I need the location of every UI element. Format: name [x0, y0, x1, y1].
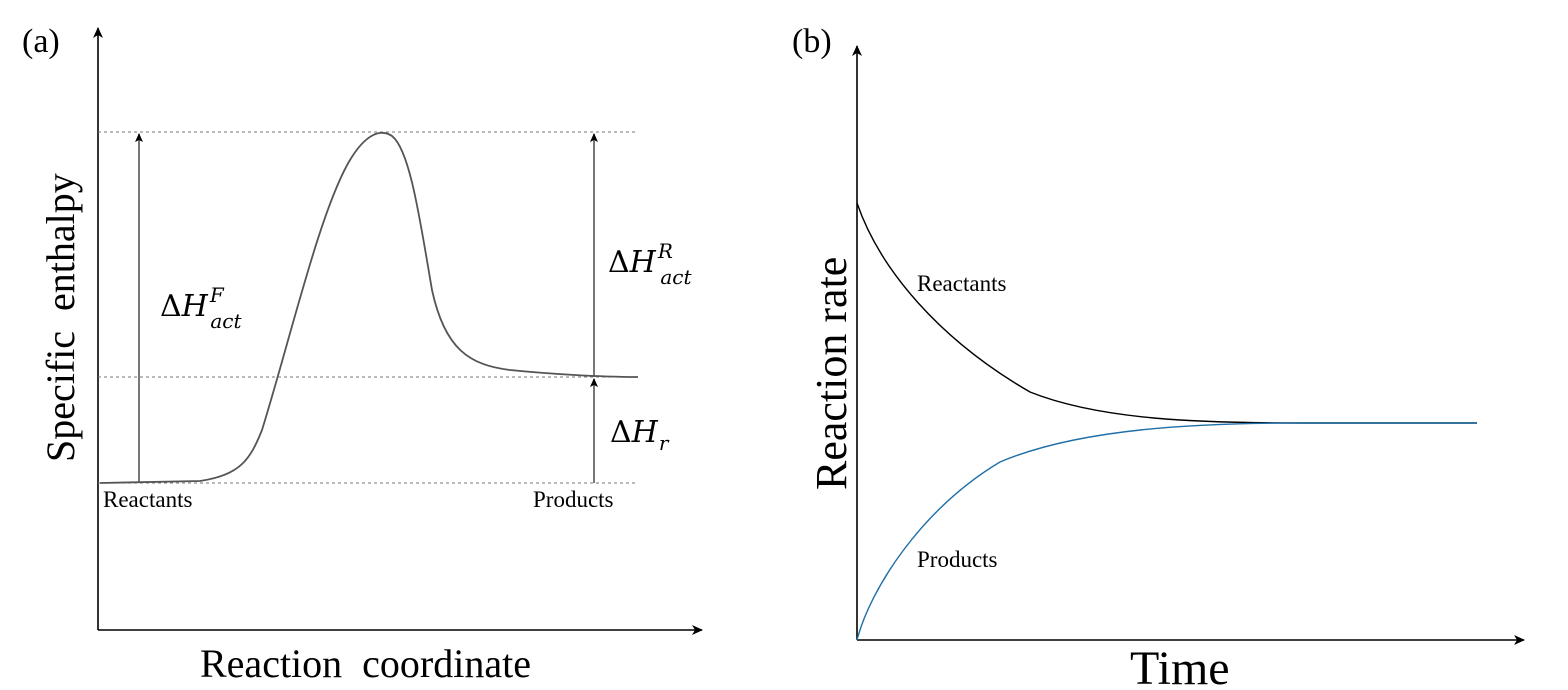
- panel-b-y-axis-title: Reaction rate: [807, 257, 856, 490]
- reactants-series-label: Reactants: [917, 271, 1006, 296]
- products-level-label: Products: [533, 487, 614, 512]
- panel-b-label: (b): [792, 23, 832, 60]
- products-series-label: Products: [917, 547, 998, 572]
- reactants-rate-curve: [856, 202, 1477, 424]
- reaction-enthalpy-label: ΔHr: [610, 415, 670, 455]
- panel-a-y-axis-title: Specific enthalpy: [38, 173, 83, 462]
- enthalpy-profile-curve: [99, 131, 639, 484]
- products-rate-curve: [856, 422, 1477, 641]
- reactants-level-label: Reactants: [103, 487, 192, 512]
- panel-a-x-axis-title: Reaction coordinate: [200, 641, 531, 686]
- panel-b-x-axis-title: Time: [1130, 642, 1230, 690]
- panel-b: (b) Reactants Products Time Reaction rat…: [792, 23, 1525, 690]
- panel-a-label: (a): [22, 23, 60, 60]
